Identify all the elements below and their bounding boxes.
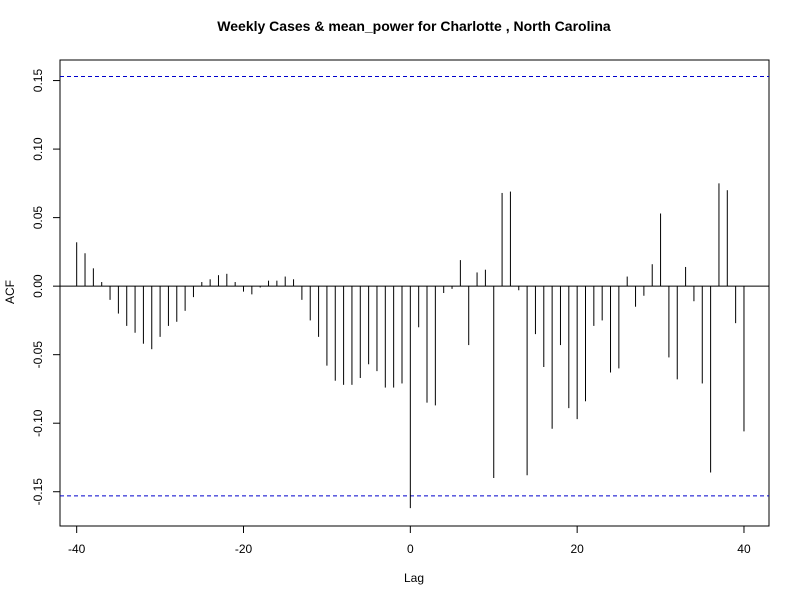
x-tick-label: 20: [570, 542, 584, 556]
y-tick-label: 0.10: [31, 137, 45, 161]
y-tick-label: -0.15: [31, 478, 45, 506]
y-tick-label: 0.00: [31, 274, 45, 298]
y-tick-label: 0.05: [31, 206, 45, 230]
y-tick-label: 0.15: [31, 69, 45, 93]
x-tick-label: -20: [235, 542, 253, 556]
y-tick-label: -0.10: [31, 409, 45, 437]
x-tick-label: 40: [737, 542, 751, 556]
y-axis-title: ACF: [3, 280, 17, 304]
plot-frame: [59, 59, 770, 527]
axes: -40 -20 0 20 40 -0.15 -0.10 -0.05 0.00 0.05 0.10 0.…: [31, 69, 751, 556]
y-tick-label: -0.05: [31, 341, 45, 369]
chart-title: Weekly Cases & mean_power for Charlotte …: [217, 18, 611, 34]
x-axis-title: Lag: [404, 571, 424, 585]
x-tick-label: -40: [68, 542, 86, 556]
acf-bars: [60, 75, 769, 509]
x-tick-label: 0: [407, 542, 414, 556]
